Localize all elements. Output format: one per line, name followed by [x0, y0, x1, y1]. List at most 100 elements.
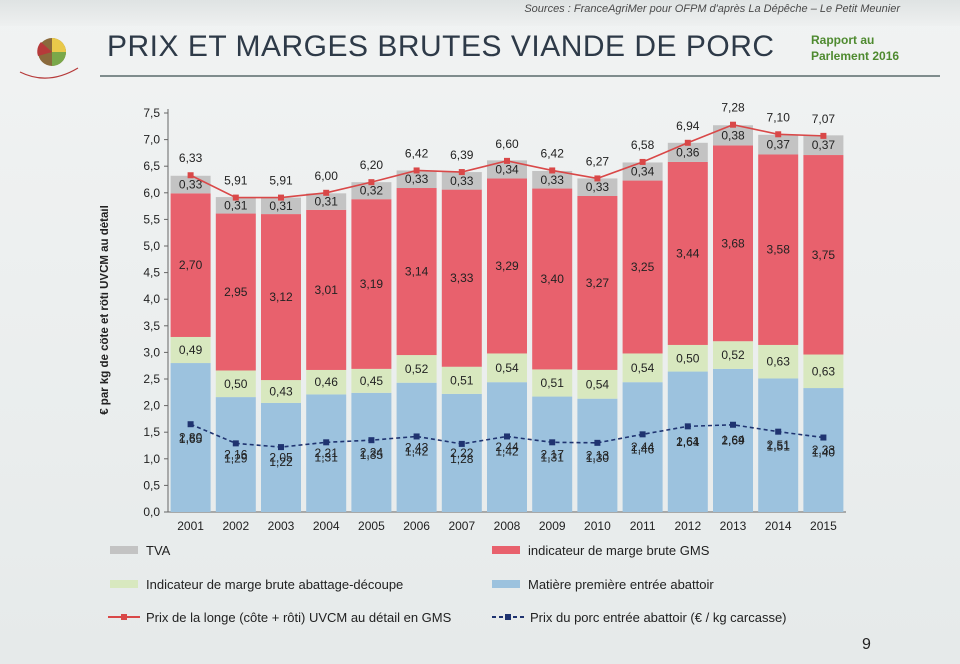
- bar-value-label: 2,80: [179, 431, 203, 445]
- line-point: [232, 440, 239, 447]
- bar-segment: [441, 393, 482, 512]
- bar-segment: [306, 394, 347, 512]
- bar-segment: [396, 382, 437, 512]
- bar-value-label: 0,31: [315, 195, 339, 209]
- bar-value-label: 0,52: [405, 362, 429, 376]
- line-value-label: 6,42: [541, 146, 565, 160]
- bar-value-label: 0,37: [812, 138, 836, 152]
- line-value-label: 6,94: [676, 119, 700, 133]
- bar-segment: [487, 178, 527, 354]
- line-value-label: 1,42: [405, 444, 429, 458]
- line-value-label: 6,33: [179, 151, 203, 165]
- line-value-label: 6,39: [450, 148, 474, 162]
- bar-segment: [487, 382, 527, 512]
- bar-segment: [758, 378, 799, 512]
- page-title: PRIX ET MARGES BRUTES VIANDE DE PORC: [107, 30, 775, 63]
- y-tick-label: 4,5: [143, 266, 160, 280]
- bar-segment: [170, 336, 211, 364]
- bar-segment: [622, 382, 663, 512]
- y-tick-label: 7,5: [143, 106, 160, 120]
- line-value-label: 6,60: [495, 137, 519, 151]
- bar-value-label: 0,33: [179, 178, 203, 192]
- x-tick-label: 2008: [494, 519, 521, 533]
- bar-value-label: 0,45: [360, 374, 384, 388]
- line-point: [594, 175, 601, 182]
- bar-segment: [713, 368, 753, 512]
- bar-segment: [351, 199, 392, 369]
- bar-value-label: 2,44: [495, 440, 519, 454]
- x-tick-label: 2007: [448, 519, 475, 533]
- bar-value-label: 0,49: [179, 343, 203, 357]
- bar-value-label: 0,38: [721, 128, 745, 142]
- bar-value-label: 2,13: [586, 448, 610, 462]
- bar-value-label: 2,17: [541, 447, 565, 461]
- bar-segment: [396, 188, 437, 356]
- bar-value-label: 2,21: [315, 446, 339, 460]
- line-point: [187, 421, 194, 428]
- bar-value-label: 0,52: [721, 348, 745, 362]
- bar-segment: [622, 353, 663, 383]
- line-value-label: 1,30: [586, 451, 610, 465]
- y-tick-label: 0,5: [143, 478, 160, 492]
- bar-segment: [306, 209, 347, 370]
- line-value-label: 1,31: [541, 450, 565, 464]
- y-tick-label: 0,0: [143, 505, 160, 519]
- bar-segment: [803, 354, 844, 389]
- bar-segment: [215, 370, 256, 398]
- page-number: 9: [862, 636, 871, 653]
- line-point: [549, 439, 556, 446]
- bar-value-label: 0,63: [812, 364, 836, 378]
- bar-segment: [261, 402, 301, 512]
- bar-value-label: 0,31: [224, 198, 248, 212]
- bar-value-label: 3,40: [541, 272, 565, 286]
- line-point: [684, 139, 691, 146]
- bar-value-label: 3,29: [495, 259, 519, 273]
- line-value-label: 6,00: [315, 169, 339, 183]
- bar-segment: [351, 368, 392, 393]
- line-point: [730, 421, 736, 428]
- bar-segment: [532, 188, 573, 370]
- bar-segment: [351, 182, 392, 200]
- x-tick-label: 2013: [720, 519, 747, 533]
- line-value-label: 1,61: [676, 434, 700, 448]
- bar-value-label: 0,54: [631, 361, 655, 375]
- bar-segment: [306, 193, 347, 210]
- line-value-label: 7,07: [812, 112, 836, 126]
- y-tick-label: 5,0: [143, 239, 160, 253]
- bar-value-label: 0,33: [405, 172, 429, 186]
- bar-segment: [351, 392, 392, 512]
- line-point: [413, 167, 420, 174]
- bar-segment: [261, 380, 301, 403]
- bar-value-label: 0,51: [450, 373, 474, 387]
- bar-value-label: 0,50: [676, 351, 700, 365]
- bar-segment: [622, 180, 663, 354]
- bar-segment: [577, 195, 618, 370]
- bar-value-label: 3,33: [450, 271, 474, 285]
- bar-segment: [261, 214, 301, 381]
- y-tick-label: 3,0: [143, 345, 160, 359]
- bar-segment: [306, 369, 347, 395]
- line-point: [187, 172, 194, 179]
- line-value-label: 7,28: [721, 101, 745, 115]
- line-value-label: 1,22: [269, 455, 293, 469]
- bar-value-label: 0,36: [676, 145, 700, 159]
- bar-segment: [577, 369, 618, 399]
- bar-value-label: 0,31: [269, 199, 293, 213]
- bar-value-label: 3,68: [721, 236, 745, 250]
- bar-value-label: 2,95: [224, 285, 248, 299]
- line-point: [413, 433, 420, 440]
- line-value-label: 1,46: [631, 442, 655, 456]
- line-value-label: 1,40: [812, 446, 836, 460]
- bar-segment: [758, 344, 799, 379]
- line-value-label: 6,42: [405, 146, 429, 160]
- y-tick-label: 6,0: [143, 186, 160, 200]
- line-point: [639, 158, 646, 165]
- line-point: [458, 169, 465, 176]
- bar-segment: [441, 189, 482, 367]
- line-value-label: 1,29: [224, 451, 248, 465]
- bar-value-label: 0,46: [315, 375, 339, 389]
- line-point: [323, 189, 330, 196]
- line-point: [684, 423, 691, 430]
- bar-value-label: 2,43: [405, 440, 429, 454]
- y-tick-label: 4,0: [143, 292, 160, 306]
